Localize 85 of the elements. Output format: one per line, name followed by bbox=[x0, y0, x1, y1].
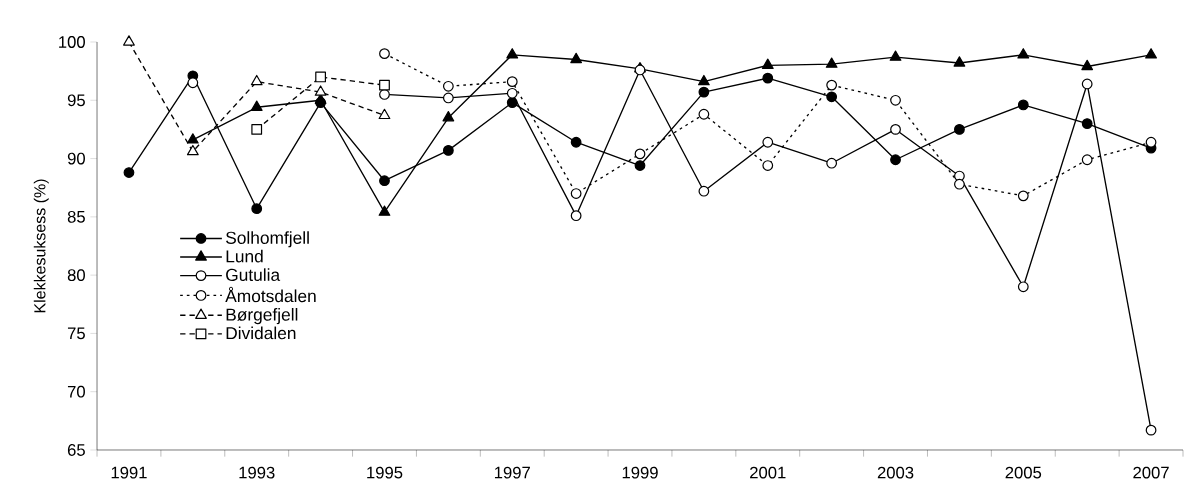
point bbox=[570, 52, 583, 64]
y-tick-label: 65 bbox=[67, 444, 85, 456]
y-tick-label: 85 bbox=[67, 210, 85, 223]
point bbox=[698, 86, 710, 98]
point bbox=[506, 97, 518, 109]
point bbox=[826, 157, 838, 169]
x-tick-label: 1991 bbox=[111, 466, 147, 479]
point bbox=[1017, 99, 1029, 111]
point bbox=[251, 124, 263, 135]
x-tick-label: 1995 bbox=[367, 466, 403, 479]
point bbox=[506, 76, 518, 88]
point bbox=[442, 80, 454, 92]
point bbox=[1017, 281, 1029, 293]
point bbox=[1145, 136, 1157, 148]
point bbox=[186, 144, 199, 156]
point bbox=[1017, 190, 1029, 202]
point bbox=[954, 124, 965, 135]
point bbox=[1017, 48, 1030, 59]
legend-label: Gutulia bbox=[226, 268, 281, 282]
point bbox=[379, 48, 390, 60]
point bbox=[634, 148, 646, 160]
point bbox=[442, 92, 454, 104]
point bbox=[954, 178, 965, 190]
y-axis-title: Klekkesuksess (%) bbox=[33, 179, 49, 313]
point bbox=[634, 160, 646, 171]
point bbox=[890, 154, 901, 166]
point bbox=[314, 85, 327, 96]
point bbox=[698, 108, 710, 120]
point bbox=[762, 136, 774, 148]
point bbox=[826, 91, 838, 103]
y-tick-label: 100 bbox=[59, 36, 85, 48]
point bbox=[1145, 48, 1157, 59]
point bbox=[250, 74, 263, 86]
legend-label: Åmotsdalen bbox=[225, 286, 316, 303]
point bbox=[506, 48, 519, 59]
x-tick-label: 2001 bbox=[750, 466, 786, 479]
point bbox=[1081, 59, 1094, 71]
point bbox=[762, 160, 774, 171]
x-tick-label: 1993 bbox=[239, 466, 275, 479]
point bbox=[890, 94, 901, 106]
point bbox=[953, 56, 966, 67]
point bbox=[570, 188, 582, 199]
x-tick-label: 1997 bbox=[494, 466, 530, 479]
x-tick-label: 2007 bbox=[1133, 466, 1169, 479]
point bbox=[378, 205, 391, 216]
point bbox=[761, 58, 774, 69]
point bbox=[379, 175, 390, 187]
legend-label: Lund bbox=[226, 249, 263, 263]
point bbox=[187, 77, 199, 89]
x-tick-label: 2005 bbox=[1005, 466, 1042, 479]
point bbox=[697, 74, 710, 86]
point bbox=[570, 136, 582, 148]
point bbox=[186, 133, 199, 144]
point bbox=[251, 203, 263, 215]
y-tick-label: 80 bbox=[67, 269, 85, 282]
y-tick-label: 95 bbox=[67, 94, 85, 107]
point bbox=[698, 185, 710, 197]
legend-label: Børgefjell bbox=[226, 307, 298, 325]
point bbox=[889, 50, 902, 61]
point bbox=[442, 111, 455, 122]
legend-label: Dividalen bbox=[226, 326, 296, 340]
point bbox=[378, 108, 391, 120]
point bbox=[825, 57, 838, 68]
point bbox=[123, 167, 135, 178]
x-tick-label: 2003 bbox=[877, 466, 914, 479]
point bbox=[442, 145, 454, 156]
point bbox=[890, 124, 901, 135]
x-tick-label: 1999 bbox=[622, 466, 658, 479]
point bbox=[123, 35, 135, 46]
point bbox=[1145, 424, 1157, 436]
point bbox=[1081, 118, 1093, 129]
point bbox=[315, 71, 326, 83]
point bbox=[762, 72, 774, 84]
y-tick-label: 75 bbox=[67, 327, 85, 340]
point bbox=[379, 89, 390, 100]
legend-label: Solhomfjell bbox=[226, 231, 309, 248]
point bbox=[1081, 78, 1093, 90]
point bbox=[250, 100, 263, 111]
point bbox=[570, 210, 582, 222]
point bbox=[1081, 154, 1093, 166]
y-tick-label: 90 bbox=[67, 152, 85, 165]
point bbox=[379, 79, 390, 91]
point bbox=[826, 79, 838, 91]
point bbox=[506, 87, 518, 99]
y-tick-label: 70 bbox=[67, 385, 85, 398]
